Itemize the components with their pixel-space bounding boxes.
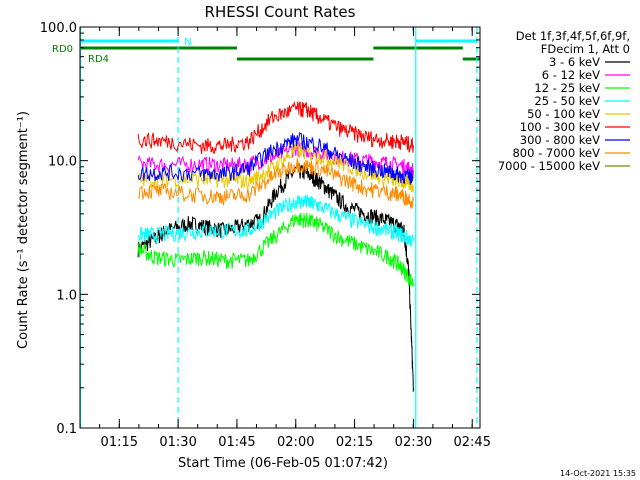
annotation-label-rd4: RD4	[88, 54, 109, 65]
legend-entry-label: 3 - 6 keV	[549, 55, 600, 69]
legend-entry-label: 7000 - 15000 keV	[498, 159, 600, 173]
series-line	[137, 212, 414, 287]
legend-header: Det 1f,3f,4f,5f,6f,9f,	[516, 29, 630, 43]
series-line	[137, 100, 414, 155]
legend-entry-label: 12 - 25 keV	[534, 81, 600, 95]
footer-timestamp: 14-Oct-2021 15:35	[560, 469, 636, 478]
chart-title: RHESSI Count Rates	[205, 3, 356, 21]
series-line	[137, 157, 414, 210]
x-tick-label: 01:45	[218, 435, 255, 450]
legend-entry-label: 50 - 100 keV	[527, 107, 600, 121]
y-tick-label: 0.1	[56, 422, 77, 437]
legend-header: FDecim 1, Att 0	[541, 42, 630, 56]
attenuator-annotations: RD0 RD4 N	[52, 37, 480, 65]
legend-entry-label: 25 - 50 keV	[534, 94, 600, 108]
x-tick-label: 02:00	[277, 435, 314, 450]
series-line	[137, 194, 414, 247]
x-tick-label: 02:45	[454, 435, 491, 450]
y-tick-label: 10.0	[48, 155, 77, 170]
y-tick-label: 1.0	[56, 288, 77, 303]
series-line	[137, 131, 414, 185]
x-tick-label: 01:15	[101, 435, 138, 450]
y-axis-label: Count Rate (s⁻¹ detector segment⁻¹)	[16, 111, 31, 349]
series-line	[137, 141, 414, 179]
y-tick-label: 100.0	[40, 21, 77, 36]
legend-entry-label: 800 - 7000 keV	[512, 146, 600, 160]
annotation-label-n: N	[184, 37, 191, 48]
legend: Det 1f,3f,4f,5f,6f,9f,FDecim 1, Att 03 -…	[498, 29, 630, 173]
annotation-label-rd0: RD0	[52, 44, 73, 55]
x-axis-label: Start Time (06-Feb-05 01:07:42)	[178, 456, 388, 471]
x-tick-label: 02:15	[336, 435, 373, 450]
plot-frame	[79, 26, 481, 429]
legend-entry-label: 300 - 800 keV	[520, 133, 600, 147]
series-line	[137, 143, 414, 193]
data-series	[137, 100, 414, 392]
x-axis-ticks: 01:15 01:30 01:45 02:00 02:15 02:30 02:45	[79, 27, 491, 450]
x-tick-label: 02:30	[395, 435, 432, 450]
legend-entry-label: 100 - 300 keV	[520, 120, 600, 134]
x-tick-label: 01:30	[159, 435, 196, 450]
y-axis-ticks: 0.1 1.0 10.0 100.0	[40, 21, 480, 437]
legend-entry-label: 6 - 12 keV	[542, 68, 600, 82]
